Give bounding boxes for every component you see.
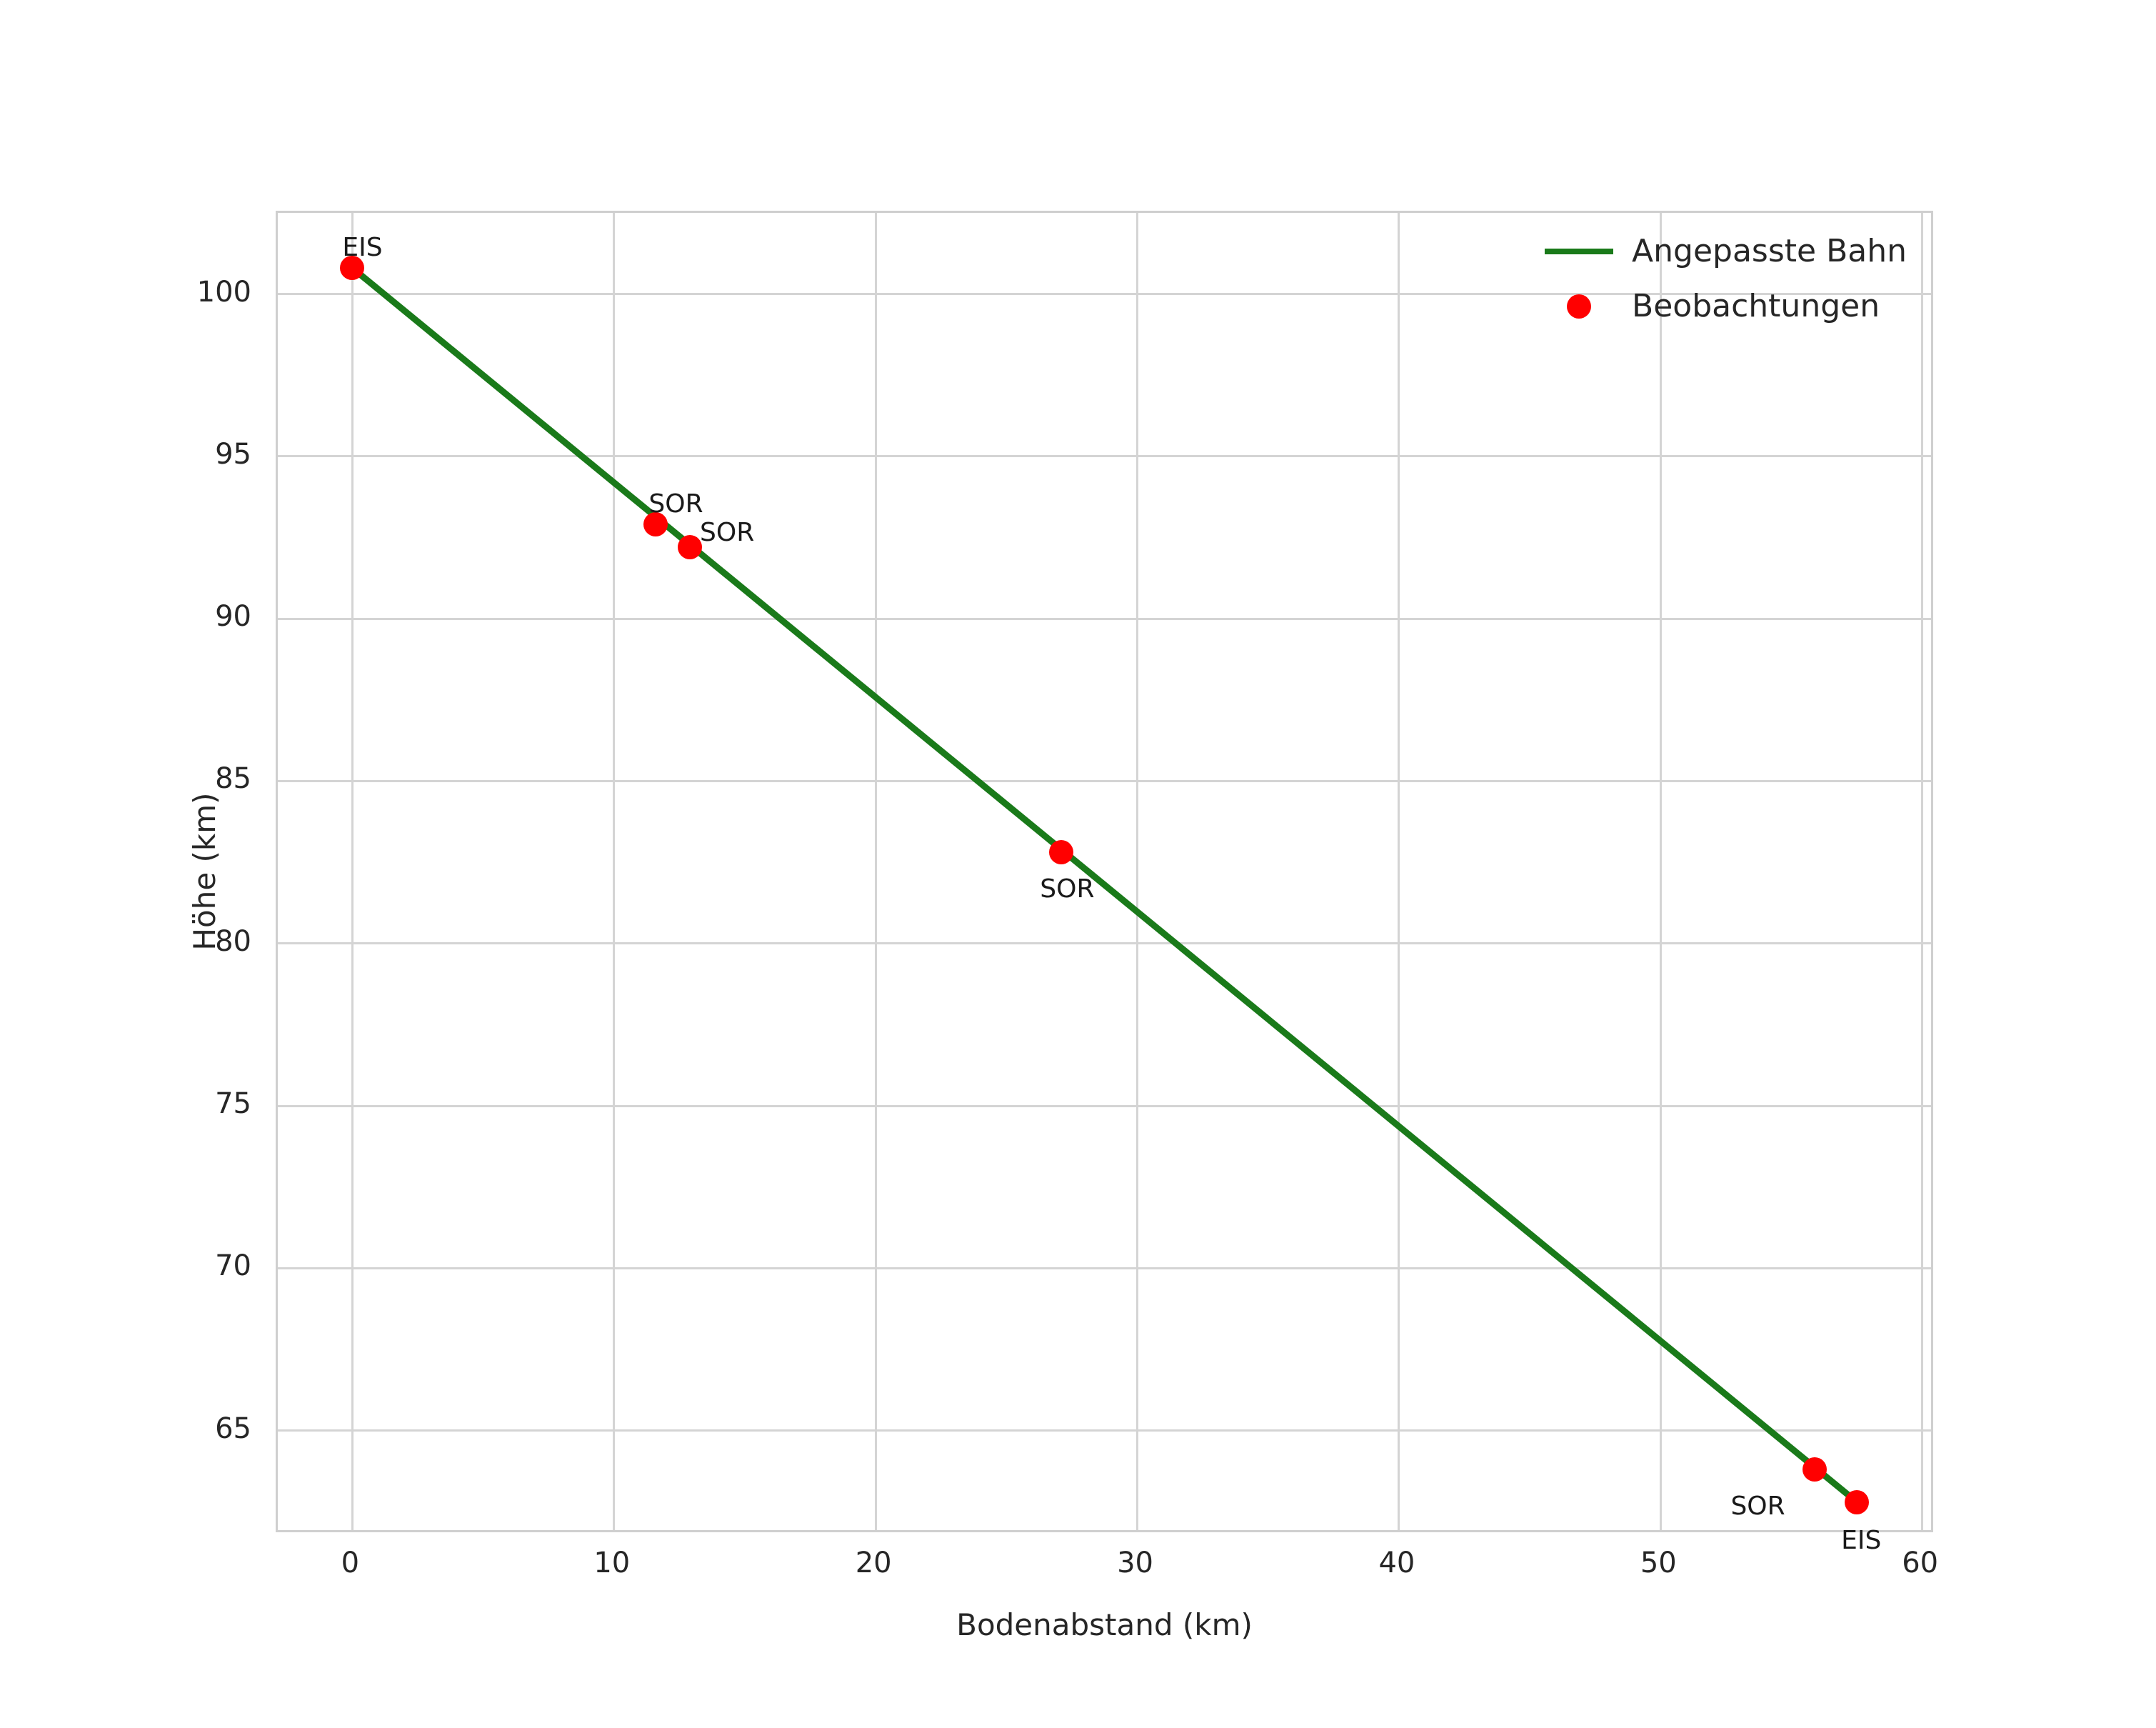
data-point-marker[interactable]: [1802, 1457, 1827, 1482]
gridline-horizontal: [278, 1267, 1931, 1269]
y-tick-label: 100: [196, 275, 251, 309]
y-axis-label: Höhe (km): [187, 792, 222, 951]
legend-line-icon: [1545, 248, 1614, 254]
y-tick-label: 80: [215, 924, 251, 958]
y-tick-label: 90: [215, 600, 251, 634]
gridline-horizontal: [278, 942, 1931, 945]
x-tick-label: 60: [1902, 1547, 1939, 1579]
data-point-marker[interactable]: [678, 535, 703, 560]
y-tick-label: 75: [215, 1087, 251, 1120]
gridline-vertical: [1659, 213, 1662, 1530]
data-point-label: EIS: [1841, 1525, 1882, 1555]
x-axis-label: Bodenabstand (km): [956, 1607, 1253, 1642]
legend-line-swatch: [1545, 239, 1614, 264]
data-point-marker[interactable]: [340, 256, 365, 281]
data-point-marker[interactable]: [1049, 840, 1074, 865]
legend-dot-icon: [1567, 294, 1592, 319]
legend-item-2[interactable]: Beobachtungen: [1545, 288, 1907, 324]
data-point-marker[interactable]: [1845, 1489, 1870, 1514]
y-tick-label: 65: [215, 1412, 251, 1445]
data-point-label: SOR: [700, 518, 755, 548]
y-tick-label: 85: [215, 762, 251, 796]
data-point-label: SOR: [1730, 1492, 1785, 1522]
y-tick-label: 70: [215, 1249, 251, 1283]
x-tick-label: 10: [593, 1547, 631, 1579]
legend-item-1[interactable]: Angepasste Bahn: [1545, 233, 1907, 269]
legend-label: Beobachtungen: [1632, 288, 1880, 324]
gridline-horizontal: [278, 617, 1931, 620]
gridline-horizontal: [278, 1429, 1931, 1432]
x-tick-label: 40: [1378, 1547, 1415, 1579]
gridline-vertical: [1921, 213, 1924, 1530]
data-point-label: EIS: [342, 233, 383, 263]
gridline-vertical: [874, 213, 877, 1530]
gridline-vertical: [613, 213, 616, 1530]
gridline-horizontal: [278, 455, 1931, 458]
legend-dot-swatch: [1545, 294, 1613, 319]
y-tick-label: 95: [215, 437, 251, 471]
plot-area: EIS SOR SOR SOR SOR EIS Angepasste Bahn Beobac…: [276, 211, 1935, 1553]
data-point-marker[interactable]: [643, 512, 668, 537]
x-tick-label: 30: [1117, 1547, 1153, 1579]
x-tick-label: 50: [1640, 1547, 1677, 1579]
gridline-horizontal: [278, 1104, 1931, 1107]
gridline-vertical: [351, 213, 354, 1530]
gridline-vertical: [1398, 213, 1400, 1530]
x-tick-label: 0: [341, 1547, 360, 1579]
gridline-vertical: [1136, 213, 1139, 1530]
x-tick-label: 20: [855, 1547, 892, 1579]
gridline-horizontal: [278, 293, 1931, 296]
legend: Angepasste Bahn Beobachtungen: [1536, 226, 1915, 331]
legend-label: Angepasste Bahn: [1632, 233, 1907, 269]
fitted-trajectory-line: [349, 264, 1860, 1506]
data-point-label: SOR: [1040, 874, 1095, 904]
data-point-label: SOR: [648, 489, 703, 519]
gridline-horizontal: [278, 779, 1931, 782]
data-layer: EIS SOR SOR SOR SOR EIS: [278, 213, 1935, 1553]
